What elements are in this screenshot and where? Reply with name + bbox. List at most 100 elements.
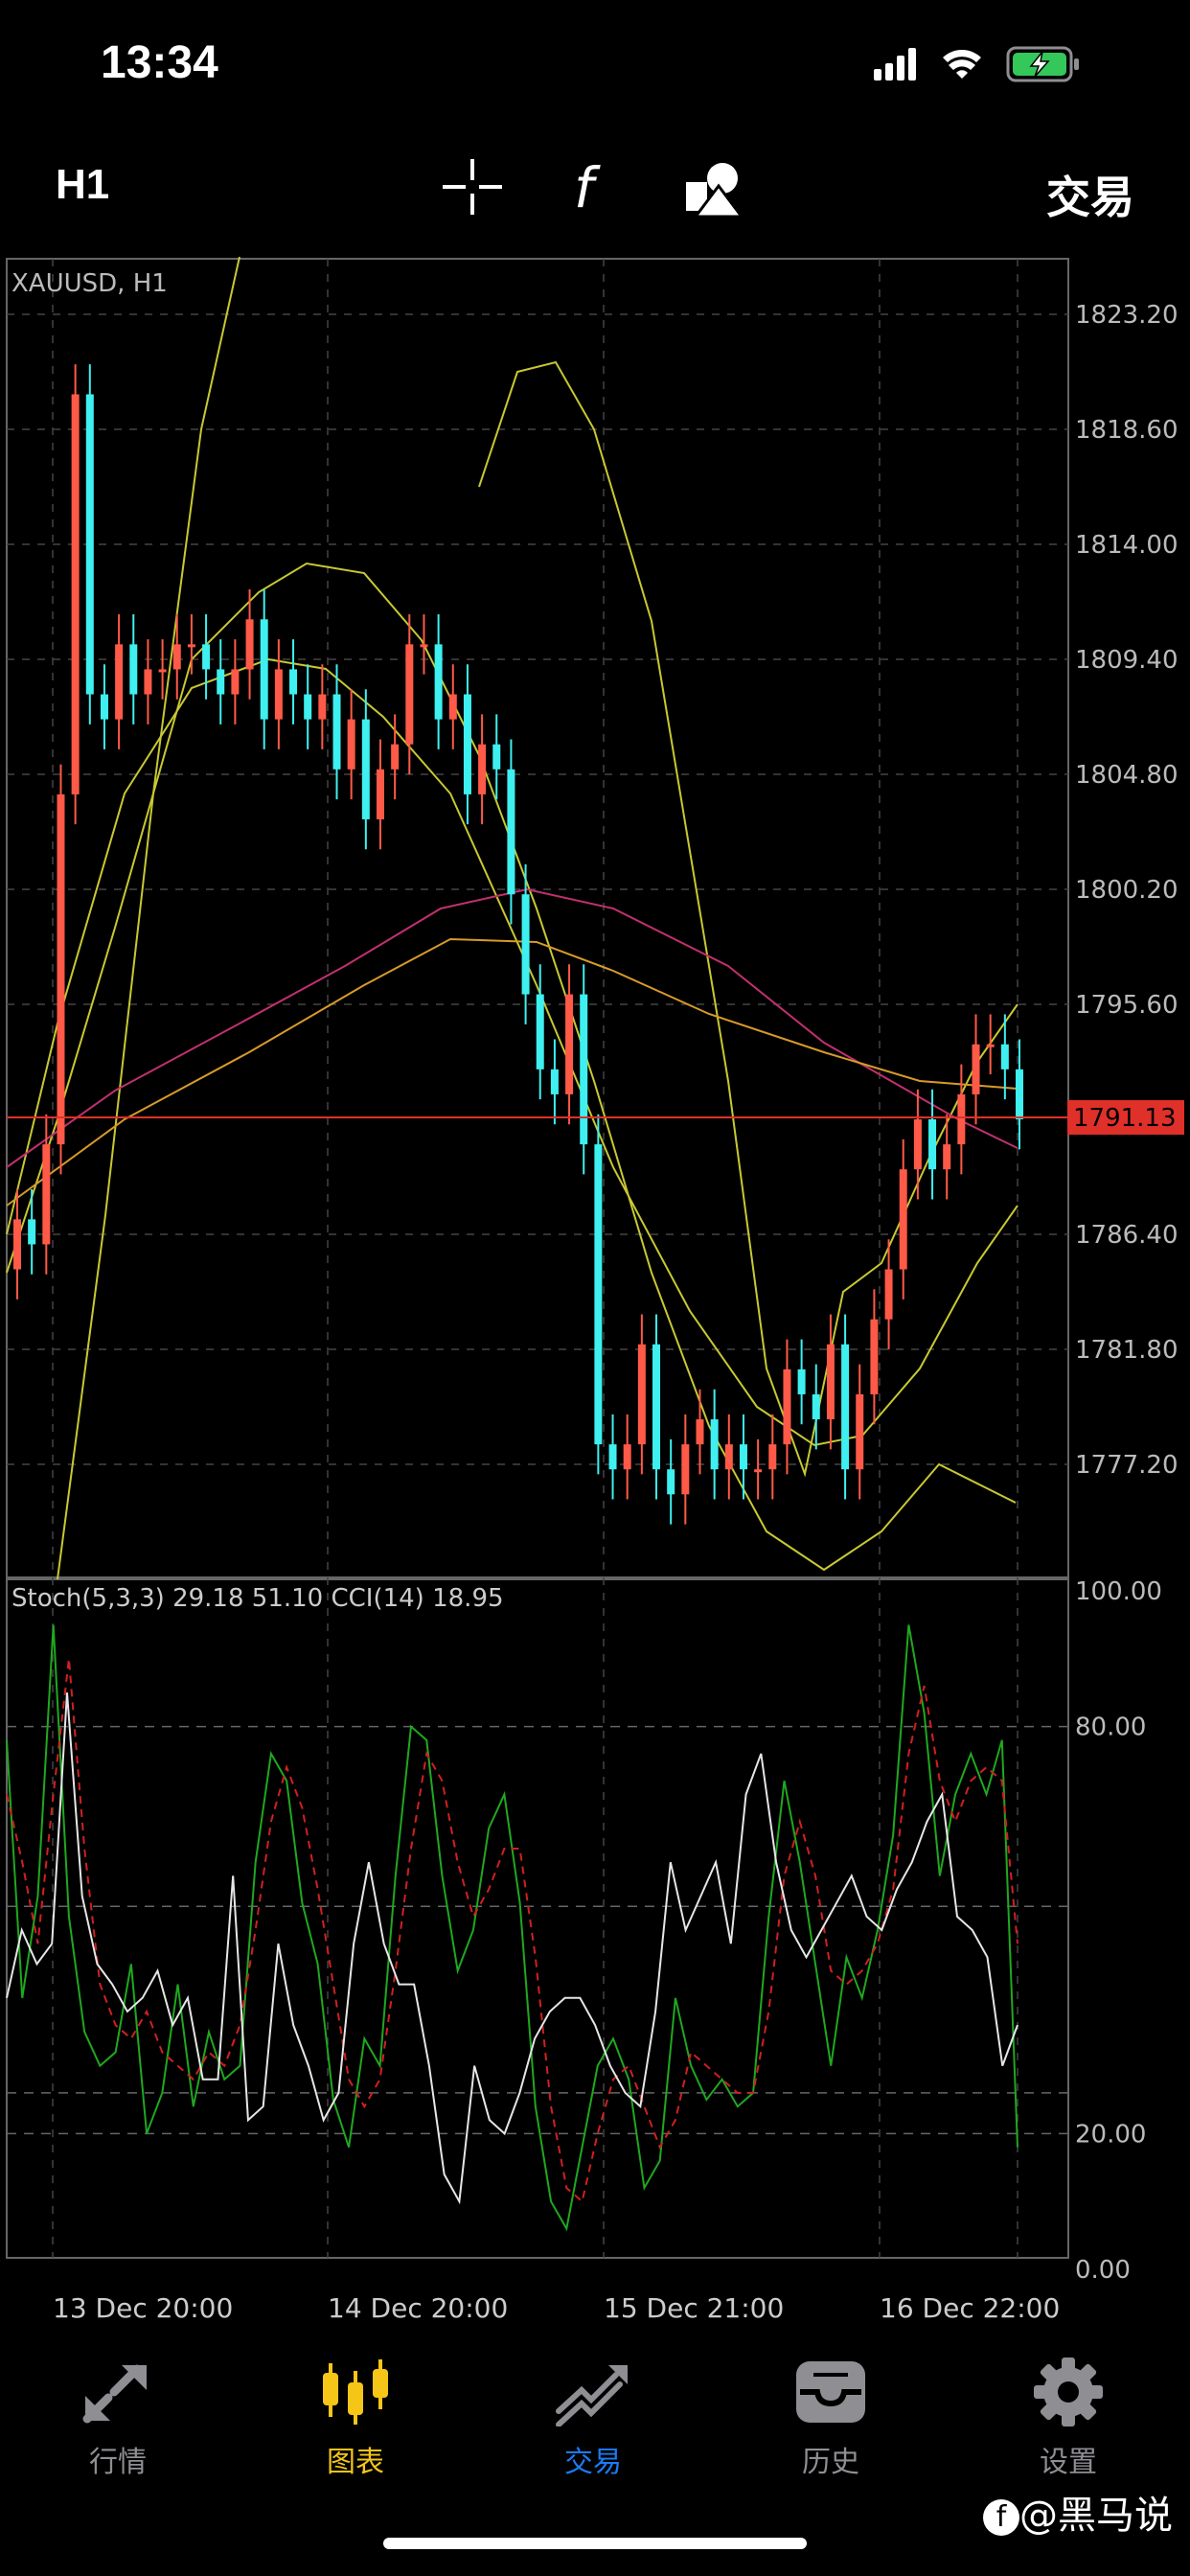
watermark: f @黑马说 <box>983 2484 1173 2540</box>
objects-shapes-icon[interactable] <box>682 153 749 220</box>
candle-body <box>739 1444 747 1470</box>
moving-averages <box>6 887 1018 1207</box>
candle-body <box>681 1444 690 1495</box>
candle-body <box>318 694 327 720</box>
indicator-label: Stoch(5,3,3) 29.18 51.10 CCI(14) 18.95 <box>11 1584 504 1613</box>
price-chart[interactable]: XAUUSD, H1 Stoch(5,3,3) 29.18 51.10 CCI(… <box>0 256 1190 2327</box>
candle-body <box>957 1093 966 1145</box>
candle-body <box>42 1144 51 1245</box>
price-axis: 1823.20 1818.60 1814.00 1809.40 1804.80 1800.… <box>1075 301 1179 1480</box>
candle-body <box>841 1344 850 1470</box>
svg-text:f: f <box>574 155 601 220</box>
candle-body <box>245 619 254 670</box>
candle-body <box>85 394 94 695</box>
candle-body <box>507 769 515 895</box>
stochastic-cci-lines <box>6 1624 1018 2232</box>
candle-body <box>943 1144 951 1170</box>
cellular-signal-icon <box>874 48 916 80</box>
candle-body <box>129 644 138 695</box>
history-icon <box>796 2361 865 2423</box>
candle-body <box>376 769 384 819</box>
indicator-tick-label: 20.00 <box>1075 2120 1146 2149</box>
candle-body <box>492 744 501 770</box>
time-tick-label: 13 Dec 20:00 <box>53 2292 233 2324</box>
candle-body <box>115 644 124 720</box>
tab-settings[interactable]: 设置 <box>996 2358 1140 2480</box>
timeframe-button[interactable]: H1 <box>56 161 110 208</box>
price-tick-label: 1786.40 <box>1075 1221 1179 1250</box>
candle-body <box>899 1169 907 1270</box>
price-tick-label: 1823.20 <box>1075 301 1179 330</box>
bollinger-upper <box>478 360 1018 1478</box>
candle-body <box>361 719 370 819</box>
bollinger-middle <box>6 657 1018 1447</box>
candle-body <box>608 1444 617 1470</box>
candle-body <box>289 669 298 695</box>
price-tick-label: 1809.40 <box>1075 646 1179 675</box>
candle-body <box>928 1119 937 1170</box>
time-axis: 13 Dec 20:00 14 Dec 20:00 15 Dec 21:00 16 D… <box>53 2292 1060 2324</box>
tab-label: 交易 <box>564 2446 622 2479</box>
indicator-frame <box>6 1578 1069 2259</box>
tab-quotes[interactable]: 行情 <box>46 2358 190 2480</box>
status-bar: 13:34 <box>0 0 1190 134</box>
price-tick-label: 1777.20 <box>1075 1451 1179 1480</box>
trade-icon <box>556 2365 628 2427</box>
moving-average-pink <box>6 887 1018 1168</box>
candle-body <box>144 669 152 695</box>
wifi-icon <box>943 50 981 79</box>
battery-charging-icon <box>1006 46 1079 82</box>
grid-lines <box>7 259 1068 2258</box>
candle-body <box>202 644 211 670</box>
tab-history[interactable]: 历史 <box>759 2358 903 2480</box>
candle-body <box>13 1219 21 1270</box>
candle-body <box>972 1044 980 1094</box>
tab-label: 历史 <box>802 2446 859 2479</box>
candle-body <box>884 1269 893 1320</box>
current-price-tag: 1791.13 <box>1067 1100 1184 1135</box>
tab-label: 图表 <box>327 2446 384 2479</box>
time-tick-label: 16 Dec 22:00 <box>880 2292 1060 2324</box>
candle-body <box>217 669 225 695</box>
candle-body <box>797 1368 806 1394</box>
price-tick-label: 1804.80 <box>1075 761 1179 790</box>
candle-body <box>434 644 443 720</box>
candle-body <box>28 1219 36 1245</box>
candle-body <box>1016 1069 1023 1119</box>
quotes-icon <box>82 2364 147 2424</box>
settings-gear-icon <box>1034 2358 1103 2426</box>
tab-charts[interactable]: 图表 <box>284 2358 427 2480</box>
candle-body <box>565 994 574 1094</box>
bollinger-bands <box>6 256 1018 1580</box>
candle-body <box>100 694 108 720</box>
candle-body <box>783 1368 791 1445</box>
candle-body <box>405 644 414 745</box>
candle-body <box>448 694 457 720</box>
indicators-function-icon[interactable]: f <box>561 153 628 220</box>
home-indicator[interactable] <box>383 2538 807 2549</box>
candle-body <box>870 1319 879 1394</box>
chart-area[interactable]: XAUUSD, H1 Stoch(5,3,3) 29.18 51.10 CCI(… <box>0 256 1190 2327</box>
candle-body <box>812 1393 820 1420</box>
candle-body <box>768 1444 777 1470</box>
candle-body <box>710 1419 719 1470</box>
crosshair-icon[interactable] <box>439 153 506 220</box>
indicator-tick-label: 0.00 <box>1075 2256 1131 2285</box>
candle-body <box>231 669 240 695</box>
price-tick-label: 1814.00 <box>1075 531 1179 560</box>
candle-body <box>754 1469 763 1473</box>
candle-body <box>594 1144 603 1445</box>
stochastic-main-line <box>6 1624 1018 2232</box>
candle-body <box>696 1419 704 1445</box>
stochastic-signal-line <box>6 1658 1018 2204</box>
tab-trade[interactable]: 交易 <box>521 2358 665 2480</box>
candle-body <box>332 694 341 770</box>
candle-body <box>637 1344 646 1445</box>
candle-body <box>913 1119 922 1170</box>
candle-body <box>1000 1044 1009 1070</box>
candlesticks <box>13 364 1023 1525</box>
trade-button[interactable]: 交易 <box>1046 172 1134 223</box>
watermark-text: @黑马说 <box>1019 2494 1173 2538</box>
candle-body <box>856 1393 864 1470</box>
current-price-value: 1791.13 <box>1073 1104 1177 1133</box>
